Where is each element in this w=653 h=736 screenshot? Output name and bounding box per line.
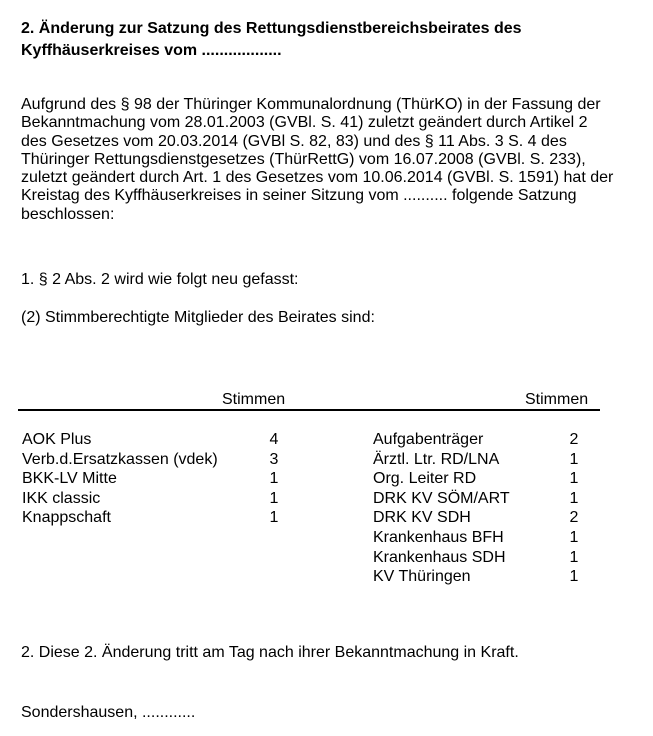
section-1-heading: 1. § 2 Abs. 2 wird wie folgt neu gefasst… (21, 271, 299, 288)
votes-value: 1 (269, 489, 279, 507)
votes-value: 2 (569, 431, 579, 448)
intro-line: beschlossen: (21, 205, 115, 223)
title-line-1: 2. Änderung zur Satzung des Rettungsdien… (21, 20, 522, 37)
votes-value: 1 (269, 509, 279, 527)
intro-paragraph: Aufgrund des § 98 der Thüringer Kommunal… (21, 96, 613, 224)
table-row: Aufgabenträger 2 (373, 430, 643, 450)
member-label: Krankenhaus SDH (373, 548, 506, 566)
votes-value: 1 (569, 450, 579, 468)
member-label: Aufgabenträger (373, 431, 484, 448)
table-row: Krankenhaus BFH 1 (373, 528, 643, 548)
votes-value: 1 (569, 470, 579, 488)
votes-value: 3 (269, 450, 279, 468)
table-row: AOK Plus 4 (22, 430, 352, 450)
votes-value: 1 (569, 568, 579, 586)
votes-value: 2 (569, 509, 579, 527)
table-row: BKK-LV Mitte 1 (22, 469, 352, 489)
closing-line: Sondershausen, ............ (21, 704, 196, 721)
member-label: Verb.d.Ersatzkassen (vdek) (22, 450, 218, 468)
section-2-text: 2. Diese 2. Änderung tritt am Tag nach i… (21, 644, 519, 661)
table-row: DRK KV SDH 2 (373, 508, 643, 528)
votes-value: 4 (269, 431, 279, 448)
table-row: Ärztl. Ltr. RD/LNA 1 (373, 450, 643, 470)
intro-line: Aufgrund des § 98 der Thüringer Kommunal… (21, 96, 601, 113)
votes-table-header-rule: Stimmen Stimmen (18, 390, 600, 411)
member-label: Ärztl. Ltr. RD/LNA (373, 450, 500, 468)
table-row: Krankenhaus SDH 1 (373, 548, 643, 568)
document-title: 2. Änderung zur Satzung des Rettungsdien… (21, 18, 522, 62)
left-votes-table: AOK Plus 4 Verb.d.Ersatzkassen (vdek) 3 … (22, 430, 352, 528)
votes-value: 1 (569, 528, 579, 546)
votes-value: 1 (569, 489, 579, 507)
left-table-header: Stimmen (222, 391, 286, 408)
table-row: KV Thüringen 1 (373, 567, 643, 587)
member-label: BKK-LV Mitte (22, 470, 117, 488)
member-label: IKK classic (22, 489, 101, 507)
table-row: Org. Leiter RD 1 (373, 469, 643, 489)
intro-line: Thüringer Rettungsdienstgesetzes (ThürRe… (21, 150, 586, 168)
table-row: Verb.d.Ersatzkassen (vdek) 3 (22, 450, 352, 470)
table-row: IKK classic 1 (22, 489, 352, 509)
member-label: Knappschaft (22, 509, 111, 527)
title-line-2: Kyffhäuserkreises vom .................. (21, 42, 282, 59)
member-label: Org. Leiter RD (373, 470, 477, 488)
intro-line: Bekanntmachung vom 28.01.2003 (GVBl. S. … (21, 114, 588, 132)
table-row: DRK KV SÖM/ART 1 (373, 489, 643, 509)
intro-line: zuletzt geändert durch Art. 1 des Gesetz… (21, 169, 614, 187)
member-label: Krankenhaus BFH (373, 528, 504, 546)
intro-line: Kreistag des Kyffhäuserkreises in seiner… (21, 187, 577, 205)
member-label: KV Thüringen (373, 568, 471, 586)
right-votes-table: Aufgabenträger 2 Ärztl. Ltr. RD/LNA 1 Or… (373, 430, 643, 587)
subsection-2-intro: (2) Stimmberechtigte Mitglieder des Beir… (21, 309, 375, 326)
member-label: DRK KV SDH (373, 509, 471, 527)
intro-line: des Gesetzes vom 20.03.2014 (GVBl S. 82,… (21, 132, 567, 150)
right-table-header: Stimmen (525, 391, 589, 408)
member-label: AOK Plus (22, 431, 92, 448)
member-label: DRK KV SÖM/ART (373, 489, 510, 507)
votes-value: 1 (269, 470, 279, 488)
table-row: Knappschaft 1 (22, 508, 352, 528)
votes-value: 1 (569, 548, 579, 566)
